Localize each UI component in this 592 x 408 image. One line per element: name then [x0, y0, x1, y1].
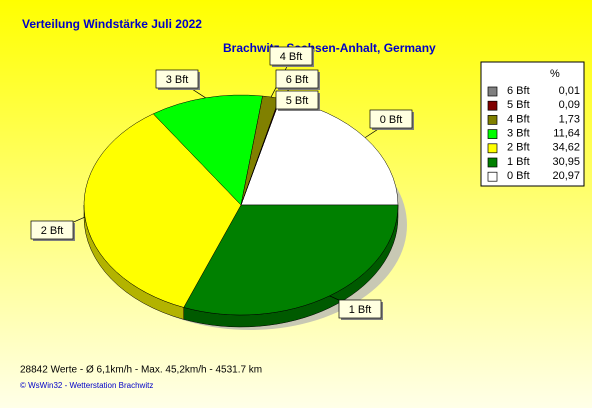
slice-label: 4 Bft: [280, 51, 303, 63]
legend-swatch: [487, 157, 498, 168]
pie-slice: [152, 94, 263, 206]
legend-label: 6 Bft: [507, 85, 530, 97]
legend-box: [480, 61, 585, 187]
legend-swatch: [487, 115, 498, 125]
slice-label: 2 Bft: [41, 225, 64, 237]
credit: © WsWin32 - Wetterstation Brachwitz: [20, 381, 153, 390]
label-box: [269, 46, 313, 66]
legend-value: 34,62: [552, 142, 580, 154]
chart-title: Verteilung Windstärke Juli 2022: [22, 17, 202, 31]
legend-label: 3 Bft: [507, 128, 530, 140]
legend-value: 1,73: [559, 113, 580, 125]
legend-value: 20,97: [552, 170, 580, 182]
label-box: [369, 109, 413, 129]
legend-label: 1 Bft: [507, 156, 530, 168]
legend-value: 30,95: [552, 156, 580, 168]
slice-label: 0 Bft: [380, 114, 403, 126]
legend-value: 0,01: [559, 85, 580, 97]
legend-header: %: [550, 68, 560, 80]
pie: [83, 94, 399, 328]
slice-label: 5 Bft: [286, 95, 309, 107]
chart-subtitle: Brachwitz, Sachsen-Anhalt, Germany: [223, 41, 436, 55]
slice-label: 1 Bft: [349, 304, 372, 316]
legend-label: 2 Bft: [507, 142, 530, 154]
legend-swatch: [487, 129, 498, 139]
slice-labels: 0 Bft 1 Bft 2 Bft 3 Bft 4 Bft 5 Bft 6 Bft: [30, 46, 414, 320]
legend-value: 0,09: [559, 99, 580, 111]
label-box: [338, 299, 382, 319]
label-box: [275, 90, 319, 110]
legend: 6 Bft 0,01 5 Bft 0,09 4 Bft 1,73 3 Bft 11,64 2 B…: [487, 85, 580, 182]
label-box: [30, 220, 74, 240]
legend-swatch: [487, 143, 498, 154]
legend-label: 4 Bft: [507, 113, 530, 125]
pie-slice: [83, 113, 242, 308]
legend-swatch: [487, 100, 498, 111]
label-box: [275, 69, 319, 89]
legend-swatch: [487, 86, 498, 97]
footer: 28842 Werte - Ø 6,1km/h - Max. 45,2km/h …: [20, 365, 262, 376]
slice-label: 6 Bft: [286, 74, 309, 86]
legend-label: 5 Bft: [507, 99, 530, 111]
slice-label: 3 Bft: [166, 74, 189, 86]
legend-value: 11,64: [553, 128, 580, 140]
label-box: [155, 69, 199, 89]
legend-label: 0 Bft: [507, 170, 530, 182]
legend-swatch: [487, 171, 498, 182]
